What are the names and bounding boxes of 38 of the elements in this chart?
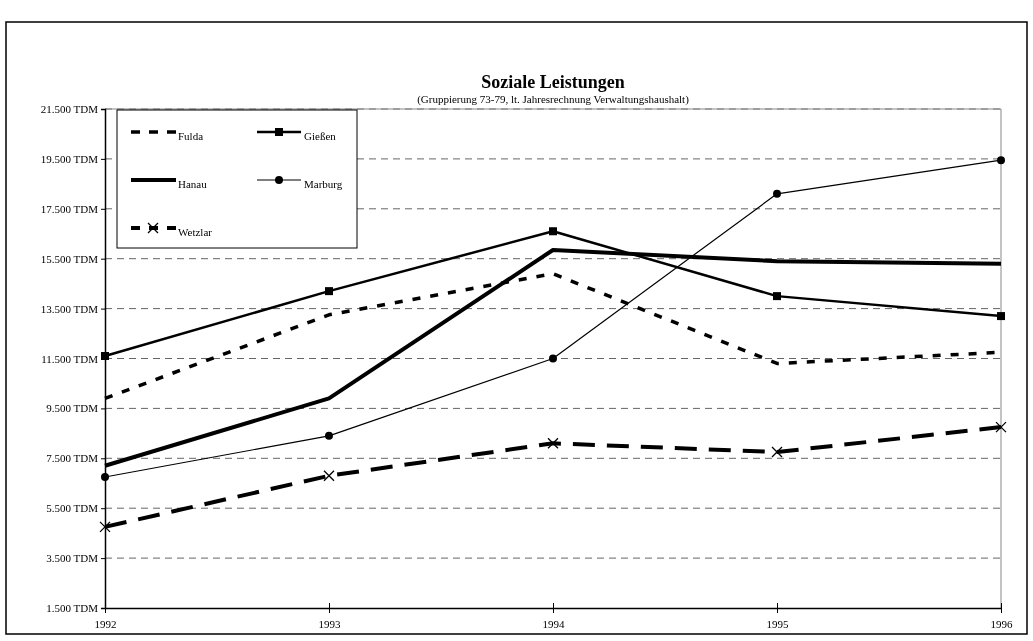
- y-tick-label: 17.500 TDM: [40, 202, 99, 215]
- legend-label: Gießen: [304, 130, 337, 142]
- point: [995, 421, 1007, 433]
- y-tick-label: 7.500 TDM: [46, 452, 99, 465]
- chart-title: Soziale Leistungen: [481, 72, 625, 92]
- y-tick-label: 11.500 TDM: [41, 352, 99, 365]
- chart-subtitle: (Gruppierung 73-79, lt. Jahresrechnung Verwaltungshaushalt): [417, 93, 690, 106]
- point: [101, 352, 109, 361]
- point: [323, 470, 335, 482]
- legend-label: Wetzlar: [178, 226, 213, 238]
- point: [547, 437, 559, 449]
- x-tick-label: 1995: [766, 617, 789, 630]
- point: [549, 354, 557, 363]
- point: [325, 431, 333, 440]
- point: [99, 521, 111, 533]
- y-tick-label: 1.500 TDM: [46, 602, 99, 615]
- y-tick-label: 3.500 TDM: [46, 552, 99, 565]
- y-tick-label: 21.500 TDM: [40, 103, 99, 116]
- point: [997, 156, 1005, 165]
- y-tick-label: 13.500 TDM: [40, 302, 99, 315]
- x-tick-label: 1992: [94, 617, 117, 630]
- x-tick-label: 1996: [990, 617, 1013, 630]
- point: [997, 312, 1005, 321]
- point: [773, 292, 781, 301]
- point: [101, 473, 109, 482]
- legend-label: Marburg: [304, 178, 343, 190]
- legend-label: Fulda: [178, 130, 204, 142]
- point: [773, 189, 781, 198]
- point: [771, 446, 783, 458]
- legend-label: Hanau: [178, 178, 208, 190]
- point: [325, 287, 333, 296]
- point: [549, 227, 557, 236]
- y-tick-label: 5.500 TDM: [46, 502, 99, 515]
- x-tick-label: 1994: [542, 617, 565, 630]
- y-tick-label: 15.500 TDM: [40, 252, 99, 265]
- y-tick-label: 19.500 TDM: [40, 152, 99, 165]
- y-tick-label: 9.500 TDM: [46, 402, 99, 415]
- x-tick-label: 1993: [318, 617, 341, 630]
